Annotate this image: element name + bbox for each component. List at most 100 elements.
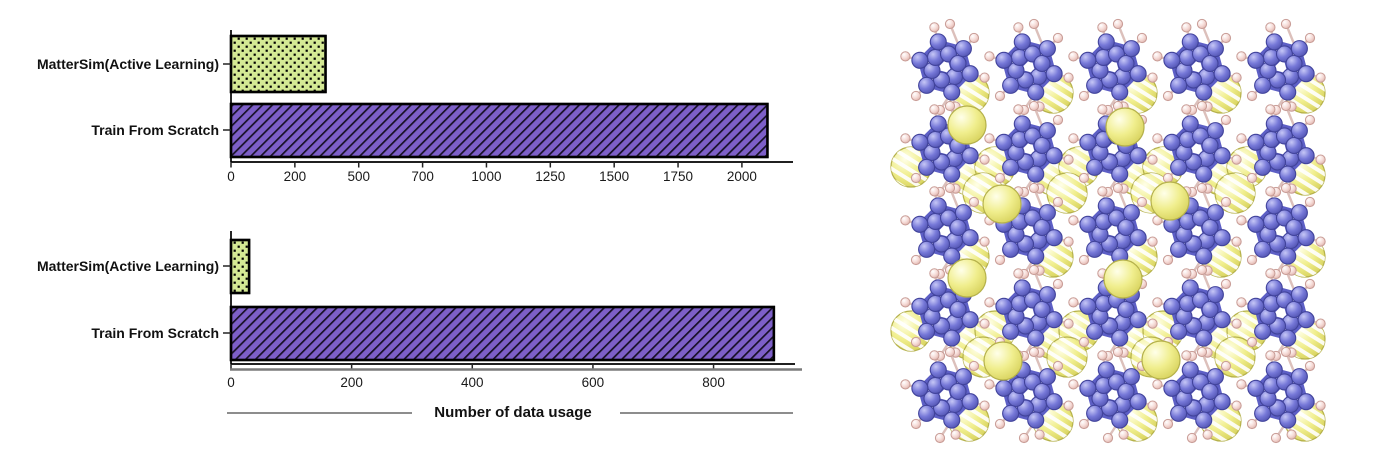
hydrogen-atom bbox=[984, 379, 995, 390]
boron-atom bbox=[1265, 279, 1283, 297]
hydrogen-atom bbox=[979, 154, 990, 165]
hydrogen-atom bbox=[994, 418, 1006, 430]
boron-atom bbox=[1213, 393, 1231, 411]
boron-atom bbox=[1027, 247, 1045, 265]
boron-atom bbox=[1033, 218, 1051, 237]
cation-atom-full bbox=[947, 105, 987, 145]
hydrogen-atom bbox=[1286, 429, 1297, 440]
borane-cluster bbox=[900, 182, 990, 280]
boron-atom bbox=[1170, 76, 1188, 94]
hydrogen-atom bbox=[1097, 186, 1108, 197]
boron-atom bbox=[1279, 329, 1297, 347]
hydrogen-atom bbox=[1013, 104, 1024, 115]
hydrogen-atom bbox=[1028, 18, 1040, 30]
boron-atom bbox=[1129, 311, 1147, 329]
boron-atom bbox=[918, 240, 936, 258]
borane-cluster bbox=[900, 100, 990, 198]
boron-atom bbox=[1265, 361, 1283, 379]
hydrogen-atom bbox=[1196, 100, 1208, 112]
hydrogen-atom bbox=[910, 90, 922, 102]
boron-atom bbox=[1195, 247, 1213, 265]
hydrogen-atom bbox=[1063, 400, 1074, 411]
boron-atom bbox=[1117, 382, 1135, 401]
bar-train-from-scratch bbox=[229, 102, 769, 159]
boron-atom bbox=[1038, 122, 1056, 140]
hydrogen-atom bbox=[1246, 336, 1258, 348]
boron-atom bbox=[1163, 297, 1181, 315]
hydrogen-atom bbox=[1196, 182, 1208, 194]
borane-cluster bbox=[1236, 100, 1326, 198]
boron-atom bbox=[1297, 229, 1315, 247]
hydrogen-atom bbox=[1136, 196, 1148, 208]
hydrogen-atom bbox=[950, 429, 961, 440]
bar-chart-bottom: 0 200 400 600 800 MatterSim(Active Learning) T… bbox=[37, 231, 802, 421]
x-tick-label: 700 bbox=[411, 169, 434, 184]
hydrogen-atom bbox=[1078, 336, 1090, 348]
borane-cluster bbox=[900, 264, 990, 362]
boron-atom bbox=[1033, 300, 1051, 319]
cation-atom-full bbox=[1105, 107, 1145, 147]
hydrogen-atom bbox=[1186, 432, 1198, 444]
boron-atom bbox=[1027, 411, 1045, 429]
boron-atom bbox=[943, 83, 961, 101]
boron-atom bbox=[1111, 411, 1129, 429]
boron-atom bbox=[1129, 229, 1147, 247]
boron-atom bbox=[954, 204, 972, 222]
hydrogen-atom bbox=[1236, 297, 1247, 308]
boron-atom bbox=[1195, 83, 1213, 101]
hydrogen-atom bbox=[1068, 297, 1079, 308]
hydrogen-atom bbox=[979, 400, 990, 411]
boron-atom bbox=[1285, 54, 1303, 73]
boron-atom bbox=[1290, 204, 1308, 222]
hydrogen-atom bbox=[944, 182, 956, 194]
boron-atom bbox=[929, 279, 947, 297]
hydrogen-atom bbox=[1196, 346, 1208, 358]
boron-atom bbox=[1033, 54, 1051, 73]
boron-atom bbox=[1247, 297, 1265, 315]
hydrogen-atom bbox=[1078, 254, 1090, 266]
x-tick-label: 2000 bbox=[727, 169, 757, 184]
borane-cluster bbox=[1236, 18, 1326, 116]
hydrogen-atom bbox=[1097, 104, 1108, 115]
hydrogen-atom bbox=[1118, 429, 1129, 440]
hydrogen-atom bbox=[1246, 90, 1258, 102]
boron-atom bbox=[1201, 136, 1219, 155]
hydrogen-atom bbox=[1265, 186, 1276, 197]
boron-atom bbox=[1290, 40, 1308, 58]
hydrogen-atom bbox=[910, 336, 922, 348]
boron-atom bbox=[911, 379, 929, 397]
borane-cluster bbox=[984, 18, 1074, 116]
boron-atom bbox=[1129, 147, 1147, 165]
x-tick-label: 0 bbox=[227, 375, 235, 390]
hydrogen-atom bbox=[900, 51, 911, 62]
boron-atom bbox=[961, 229, 979, 247]
boron-atom bbox=[1206, 368, 1224, 386]
boron-atom bbox=[1181, 361, 1199, 379]
boron-atom bbox=[1254, 240, 1272, 258]
boron-atom bbox=[929, 361, 947, 379]
hydrogen-atom bbox=[1052, 278, 1064, 290]
boron-atom bbox=[1163, 133, 1181, 151]
hydrogen-atom bbox=[1181, 350, 1192, 361]
full-cations-layer bbox=[947, 105, 1190, 381]
boron-atom bbox=[1206, 122, 1224, 140]
borane-cluster bbox=[1152, 100, 1242, 198]
boron-atom bbox=[1117, 218, 1135, 237]
borane-cluster bbox=[900, 346, 990, 444]
boron-atom bbox=[1002, 322, 1020, 340]
hydrogen-atom bbox=[979, 236, 990, 247]
cation-atom-full bbox=[1103, 259, 1143, 299]
boron-atom bbox=[1045, 311, 1063, 329]
borane-cluster bbox=[1236, 264, 1326, 362]
x-tick-label: 0 bbox=[227, 169, 235, 184]
hydrogen-atom bbox=[1304, 196, 1316, 208]
hydrogen-atom bbox=[1304, 32, 1316, 44]
boron-atom bbox=[1045, 147, 1063, 165]
category-label: Train From Scratch bbox=[91, 325, 219, 341]
hydrogen-atom bbox=[1231, 154, 1242, 165]
boron-atom bbox=[1097, 361, 1115, 379]
category-label: Train From Scratch bbox=[91, 122, 219, 138]
category-label: MatterSim(Active Learning) bbox=[37, 258, 219, 274]
hydrogen-atom bbox=[1236, 379, 1247, 390]
